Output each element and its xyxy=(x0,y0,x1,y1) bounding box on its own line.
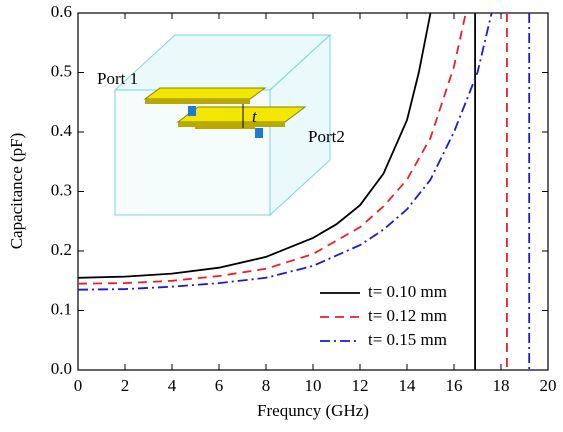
x-axis-label: Frequncy (GHz) xyxy=(257,401,369,420)
x-tick-label: 8 xyxy=(262,376,271,395)
x-tick-label: 0 xyxy=(74,376,83,395)
x-tick-label: 14 xyxy=(399,376,417,395)
x-tick-label: 2 xyxy=(121,376,130,395)
x-tick-label: 10 xyxy=(305,376,322,395)
x-tick-label: 20 xyxy=(540,376,557,395)
x-tick-label: 18 xyxy=(493,376,510,395)
y-tick-label: 0.5 xyxy=(51,61,72,80)
port2-label: Port2 xyxy=(308,127,345,146)
legend-label: t= 0.10 mm xyxy=(368,282,447,301)
x-tick-label: 6 xyxy=(215,376,224,395)
y-axis-label: Capacitance (pF) xyxy=(7,133,26,250)
y-tick-label: 0.6 xyxy=(51,2,72,21)
x-tick-label: 12 xyxy=(352,376,369,395)
y-tick-label: 0.1 xyxy=(51,299,72,318)
legend-label: t= 0.15 mm xyxy=(368,330,447,349)
y-tick-label: 0.4 xyxy=(51,121,73,140)
y-tick-label: 0.3 xyxy=(51,180,72,199)
legend-label: t= 0.12 mm xyxy=(368,306,447,325)
x-tick-label: 4 xyxy=(168,376,177,395)
y-tick-label: 0.0 xyxy=(51,359,72,378)
inset-diagram xyxy=(115,35,330,215)
y-tick-label: 0.2 xyxy=(51,240,72,259)
x-tick-label: 16 xyxy=(446,376,463,395)
chart: Port 1 Port2 t Frequncy (GHz) Capacitanc… xyxy=(0,0,563,432)
port1-label: Port 1 xyxy=(97,69,138,88)
